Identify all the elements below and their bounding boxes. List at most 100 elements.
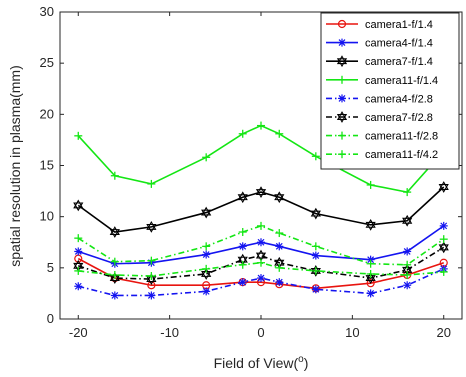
data-point (147, 272, 156, 281)
data-point (238, 260, 247, 269)
data-point (255, 249, 267, 262)
data-point (275, 263, 284, 272)
y-tick-label: 15 (40, 158, 54, 173)
legend-marker (337, 19, 347, 29)
data-point (74, 131, 83, 140)
legend-item: camera7-f/2.8 (326, 111, 433, 124)
data-point (275, 278, 284, 287)
data-point (366, 259, 375, 268)
data-point (438, 181, 449, 193)
legend-marker (338, 150, 346, 159)
data-point (311, 251, 320, 260)
data-point (311, 152, 320, 161)
data-point (403, 281, 412, 290)
legend-marker (338, 38, 346, 47)
data-point (402, 214, 413, 227)
legend-label: camera1-f/1.4 (365, 19, 433, 31)
data-point (257, 221, 265, 230)
x-axis-label-close: ) (304, 355, 309, 371)
x-tick-label: -20 (69, 325, 88, 340)
legend-marker (336, 111, 348, 123)
data-point (439, 235, 448, 244)
legend-item: camera7-f/1.4 (326, 55, 433, 68)
y-axis-label: spatial resolution in plasma(mm) (7, 65, 23, 267)
data-point (366, 289, 375, 298)
data-point (439, 267, 448, 276)
legend-marker (338, 94, 346, 103)
data-point (202, 250, 211, 259)
data-point (274, 191, 285, 204)
data-point (110, 171, 119, 180)
y-ticks: 0 5 10 15 20 25 30 (40, 4, 462, 326)
data-point (202, 153, 211, 162)
legend-item: camera11-f/4.2 (326, 149, 438, 161)
series-line (77, 257, 444, 290)
data-point (403, 188, 412, 197)
y-tick-label: 10 (40, 209, 54, 224)
data-point (366, 279, 375, 288)
data-point (238, 228, 247, 237)
data-point (255, 186, 267, 199)
series-camera11-f-4-2 (74, 258, 448, 281)
series-line (77, 186, 445, 233)
data-point (403, 270, 412, 279)
data-point (438, 241, 449, 254)
data-point (275, 242, 284, 251)
data-point (109, 226, 120, 238)
data-point (74, 234, 83, 243)
data-point (311, 266, 320, 275)
legend-item: camera4-f/1.4 (326, 38, 433, 50)
legend-marker (338, 131, 346, 140)
legend-marker (336, 55, 348, 68)
data-point (202, 264, 211, 273)
legend-label: camera7-f/1.4 (365, 56, 433, 68)
legend: camera1-f/1.4 camera4-f/1.4 camera7-f/1.4 c… (320, 12, 460, 170)
data-point (257, 238, 265, 247)
data-point (366, 269, 375, 278)
data-point (74, 247, 83, 256)
data-point (146, 220, 157, 233)
data-point (310, 207, 321, 220)
legend-item: camera11-f/2.8 (326, 131, 438, 143)
data-point (110, 270, 119, 279)
series-camera11-f-2-8 (74, 221, 448, 269)
y-tick-label: 5 (47, 260, 54, 275)
legend-item: camera1-f/1.4 (326, 19, 433, 31)
data-point (365, 218, 376, 231)
data-point (110, 291, 119, 300)
legend-label: camera11-f/2.8 (365, 131, 438, 143)
data-point (147, 291, 156, 300)
data-point (238, 129, 247, 138)
x-tick-label: 0 (257, 325, 264, 340)
y-tick-label: 30 (40, 4, 54, 19)
data-point (147, 256, 156, 265)
data-point (257, 274, 265, 283)
x-axis-label-text: Field of View( (214, 355, 299, 371)
axes-layer: -20 -10 0 10 20 0 5 10 15 20 25 30 Field of View(o… (7, 4, 463, 371)
data-point (237, 191, 248, 204)
y-tick-label: 20 (40, 106, 54, 121)
data-point (73, 199, 84, 212)
y-tick-label: 25 (40, 55, 54, 70)
legend-label: camera11-f/1.4 (365, 75, 438, 87)
data-point (201, 206, 212, 219)
series-layer (73, 121, 449, 300)
x-tick-label: -10 (160, 325, 179, 340)
data-point (257, 258, 265, 267)
x-tick-label: 10 (345, 325, 359, 340)
data-point (311, 242, 320, 251)
x-axis-label-superscript: o (298, 354, 304, 365)
x-axis-label: Field of View(o) (214, 354, 309, 371)
data-point (403, 247, 412, 256)
data-point (257, 121, 265, 130)
data-point (238, 242, 247, 251)
data-point (403, 260, 412, 269)
x-ticks: -20 -10 0 10 20 (69, 12, 451, 340)
series-line (78, 261, 444, 277)
series-line (78, 246, 445, 280)
legend-item: camera11-f/1.4 (326, 75, 438, 87)
series-line (77, 225, 445, 266)
data-point (366, 180, 375, 189)
data-point (74, 266, 83, 275)
series-camera7-f-1-4 (73, 181, 449, 238)
